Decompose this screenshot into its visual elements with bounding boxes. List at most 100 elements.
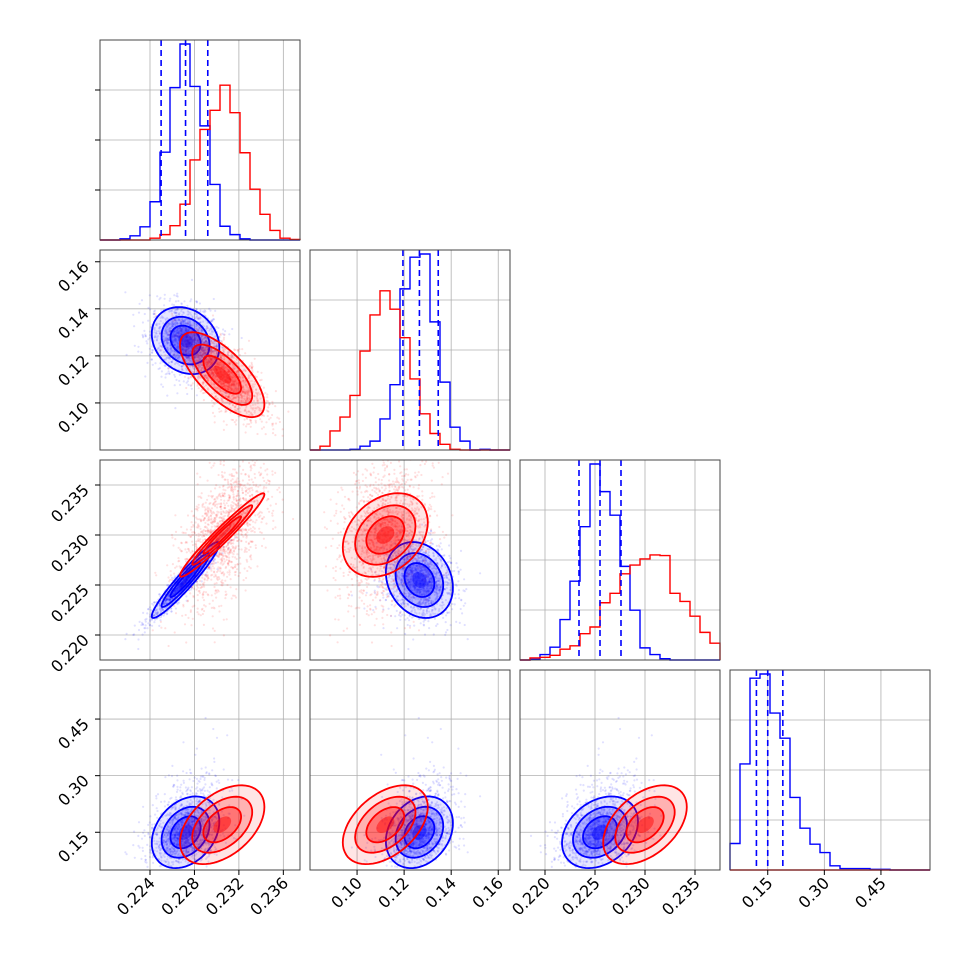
- scatter-point: [137, 351, 139, 353]
- scatter-point: [184, 558, 186, 560]
- scatter-point: [246, 531, 248, 533]
- scatter-point: [211, 607, 213, 609]
- scatter-point: [147, 307, 149, 309]
- scatter-point: [189, 592, 191, 594]
- scatter-point: [245, 425, 247, 427]
- scatter-point: [147, 608, 149, 610]
- scatter-point: [237, 452, 239, 454]
- scatter-point: [252, 526, 254, 528]
- scatter-point: [149, 337, 151, 339]
- scatter-point: [154, 310, 156, 312]
- scatter-point: [154, 362, 156, 364]
- scatter-point: [203, 610, 205, 612]
- scatter-point: [144, 313, 146, 315]
- scatter-point: [198, 387, 200, 389]
- scatter-point: [242, 479, 244, 481]
- scatter-point: [267, 491, 269, 493]
- scatter-point: [165, 373, 167, 375]
- scatter-point: [198, 533, 200, 535]
- scatter-point: [214, 310, 216, 312]
- scatter-point: [241, 337, 243, 339]
- scatter-point: [251, 456, 253, 458]
- scatter-point: [171, 534, 173, 536]
- scatter-point: [149, 331, 151, 333]
- scatter-point: [221, 471, 223, 473]
- scatter-point: [177, 300, 179, 302]
- scatter-point: [241, 348, 243, 350]
- scatter-point: [248, 529, 250, 531]
- scatter-point: [229, 571, 231, 573]
- scatter-point: [231, 328, 233, 330]
- scatter-point: [149, 615, 151, 617]
- scatter-point: [133, 325, 135, 327]
- scatter-point: [232, 493, 234, 495]
- scatter-point: [173, 304, 175, 306]
- scatter-point: [282, 499, 284, 501]
- scatter-point: [233, 348, 235, 350]
- scatter-point: [166, 395, 168, 397]
- scatter-point: [160, 627, 162, 629]
- scatter-point: [201, 577, 203, 579]
- scatter-point: [163, 614, 165, 616]
- scatter-point: [197, 608, 199, 610]
- histogram-panel-1: [310, 250, 510, 450]
- scatter-point: [287, 452, 289, 454]
- scatter-point: [272, 423, 274, 425]
- scatter-point: [159, 362, 161, 364]
- scatter-point: [265, 523, 267, 525]
- scatter-point: [212, 615, 214, 617]
- scatter-point: [182, 605, 184, 607]
- scatter-point: [143, 627, 145, 629]
- scatter-point: [149, 348, 151, 350]
- scatter-point: [149, 624, 151, 626]
- scatter-point: [244, 419, 246, 421]
- scatter-point: [175, 379, 177, 381]
- scatter-point: [259, 379, 261, 381]
- scatter-point: [226, 618, 228, 620]
- scatter-point: [164, 376, 166, 378]
- scatter-point: [264, 469, 266, 471]
- scatter-point: [274, 405, 276, 407]
- scatter-point: [236, 553, 238, 555]
- scatter-point: [227, 571, 229, 573]
- scatter-point: [223, 558, 225, 560]
- scatter-point: [167, 576, 169, 578]
- scatter-point: [197, 594, 199, 596]
- scatter-point: [208, 516, 210, 518]
- scatter-point: [174, 407, 176, 409]
- scatter-point: [196, 394, 198, 396]
- scatter-point: [239, 572, 241, 574]
- scatter-point: [263, 490, 265, 492]
- scatter-point: [168, 370, 170, 372]
- scatter-point: [139, 303, 141, 305]
- scatter-point: [187, 384, 189, 386]
- scatter-point: [185, 387, 187, 389]
- scatter-point: [138, 312, 140, 314]
- scatter-point: [236, 486, 238, 488]
- scatter-point: [184, 376, 186, 378]
- scatter-point: [175, 300, 177, 302]
- scatter-point: [223, 334, 225, 336]
- scatter-point: [143, 330, 145, 332]
- scatter-point: [199, 476, 201, 478]
- scatter-point: [264, 392, 266, 394]
- scatter-point: [251, 447, 253, 449]
- scatter-point: [142, 321, 144, 323]
- scatter-point: [260, 440, 262, 442]
- scatter-point: [250, 519, 252, 521]
- scatter-point: [197, 538, 199, 540]
- scatter-point: [151, 349, 153, 351]
- scatter-point: [219, 516, 221, 518]
- scatter-point: [223, 339, 225, 341]
- scatter-point: [186, 528, 188, 530]
- scatter-point: [254, 531, 256, 533]
- scatter-point: [216, 582, 218, 584]
- scatter-point: [251, 362, 253, 364]
- scatter-point: [191, 541, 193, 543]
- scatter-point: [173, 573, 175, 575]
- scatter-point: [142, 612, 144, 614]
- scatter-point: [196, 301, 198, 303]
- scatter-point: [257, 371, 259, 373]
- scatter-point: [168, 372, 170, 374]
